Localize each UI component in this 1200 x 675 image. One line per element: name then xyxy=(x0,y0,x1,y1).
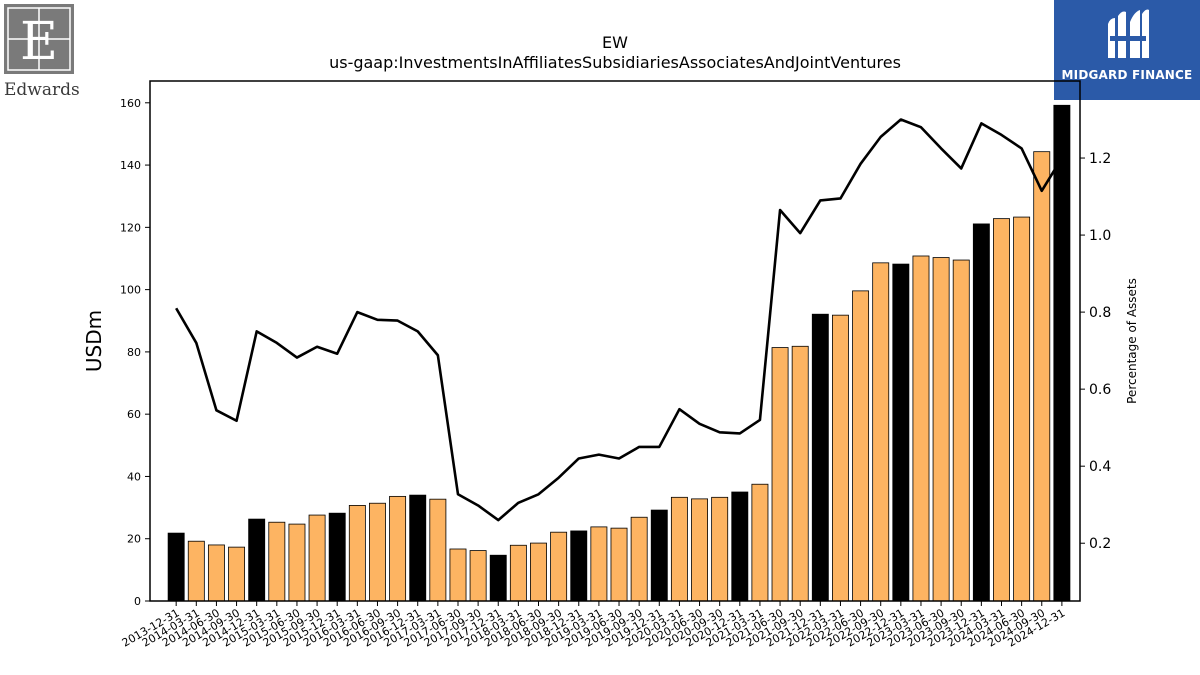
svg-text:E: E xyxy=(20,12,58,72)
y2-tick-label-5: 1.2 xyxy=(1089,151,1111,167)
y-tick-label-40: 40 xyxy=(127,470,141,483)
y2-tick-label-1: 0.4 xyxy=(1089,459,1111,475)
y2-axis-label: Percentage of Assets xyxy=(1125,278,1139,404)
bar-2019-09-30 xyxy=(630,516,648,602)
bar-2018-09-30 xyxy=(550,531,568,602)
bar-2022-09-30 xyxy=(872,262,890,602)
bar-2020-03-31 xyxy=(670,496,688,602)
y2-tick-label-4: 1.0 xyxy=(1089,228,1111,244)
bar-2015-12-31 xyxy=(328,512,346,602)
bar-2019-03-31 xyxy=(590,526,608,602)
bar-2021-12-31 xyxy=(811,313,829,602)
bar-2016-06-30 xyxy=(369,502,386,602)
y-tick-label-20: 20 xyxy=(127,533,141,546)
bar-2017-03-31 xyxy=(429,498,447,602)
bar-2020-09-30 xyxy=(711,496,729,602)
y-tick-label-160: 160 xyxy=(120,97,141,110)
chart-title: EW xyxy=(602,33,628,52)
bar-2018-06-30 xyxy=(530,542,547,602)
bar-2020-12-31 xyxy=(731,491,749,602)
bar-2017-12-31 xyxy=(489,554,507,602)
plot-frame xyxy=(149,80,1081,602)
line-group xyxy=(175,118,1063,522)
bar-2016-12-31 xyxy=(409,494,427,602)
bar-2018-03-31 xyxy=(509,544,527,602)
bar-2016-09-30 xyxy=(389,495,407,602)
y2-tick-label-3: 0.8 xyxy=(1089,305,1111,321)
axes-group: 0204060801001201401600.20.40.60.81.01.22… xyxy=(120,80,1111,650)
y-tick-label-140: 140 xyxy=(120,159,141,172)
y-axis-label: USDm xyxy=(82,310,106,372)
bar-2023-03-31 xyxy=(912,255,930,602)
y-tick-label-60: 60 xyxy=(127,408,141,421)
bar-2017-09-30 xyxy=(469,550,487,602)
bar-2023-06-30 xyxy=(932,257,950,602)
bar-2015-09-30 xyxy=(308,514,326,602)
bar-2020-06-30 xyxy=(691,498,708,602)
bar-2017-06-30 xyxy=(449,548,467,602)
edwards-logo-text: Edwards xyxy=(4,80,80,100)
midgard-logo-text: MIDGARD FINANCE xyxy=(1061,68,1193,82)
bar-2014-09-30 xyxy=(228,546,246,602)
bar-2014-06-30 xyxy=(207,544,225,602)
bar-2024-03-31 xyxy=(993,218,1010,602)
bar-2022-12-31 xyxy=(892,263,910,602)
bar-2023-09-30 xyxy=(952,259,970,602)
y-tick-label-120: 120 xyxy=(120,221,141,234)
y2-tick-label-2: 0.6 xyxy=(1089,382,1111,398)
y-tick-label-80: 80 xyxy=(127,346,141,359)
bar-2016-03-31 xyxy=(348,505,366,602)
bar-2021-09-30 xyxy=(791,345,809,602)
edwards-logo-mark-icon: E xyxy=(4,4,74,74)
bar-2014-03-31 xyxy=(187,540,205,602)
y2-tick-label-0: 0.2 xyxy=(1089,536,1111,552)
bar-2019-12-31 xyxy=(650,509,668,602)
chart-subtitle: us-gaap:InvestmentsInAffiliatesSubsidiar… xyxy=(329,53,901,72)
bar-2014-12-31 xyxy=(248,518,266,602)
bar-2015-06-30 xyxy=(288,523,306,602)
bar-2019-06-30 xyxy=(610,527,628,602)
y-tick-label-0: 0 xyxy=(134,595,141,608)
bar-2022-06-30 xyxy=(852,290,870,602)
bar-2015-03-31 xyxy=(268,521,286,602)
bar-2023-12-31 xyxy=(972,223,990,602)
midgard-logo-mark-icon xyxy=(1108,9,1149,58)
edwards-logo: E Edwards xyxy=(4,4,80,100)
bar-2013-12-31 xyxy=(167,532,185,602)
bar-2018-12-31 xyxy=(570,530,588,602)
bar-2021-06-30 xyxy=(771,347,789,602)
bar-2021-03-31 xyxy=(751,483,769,602)
percentage-line xyxy=(175,118,1063,522)
bar-2024-09-30 xyxy=(1033,151,1051,602)
midgard-finance-logo: MIDGARD FINANCE xyxy=(1054,0,1200,100)
bar-2024-06-30 xyxy=(1013,216,1031,602)
bar-2022-03-31 xyxy=(832,314,849,602)
y-tick-label-100: 100 xyxy=(120,284,141,297)
bar-2024-12-31 xyxy=(1053,104,1071,602)
